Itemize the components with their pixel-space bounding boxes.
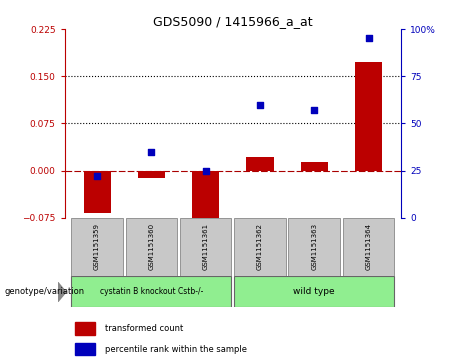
FancyBboxPatch shape xyxy=(343,218,394,276)
Bar xyxy=(355,62,382,171)
FancyBboxPatch shape xyxy=(125,218,177,276)
Point xyxy=(94,174,101,179)
Text: GSM1151359: GSM1151359 xyxy=(94,223,100,270)
Bar xyxy=(138,171,165,178)
Point xyxy=(256,102,264,107)
FancyBboxPatch shape xyxy=(180,218,231,276)
Bar xyxy=(192,171,219,223)
Text: genotype/variation: genotype/variation xyxy=(5,287,85,296)
Text: cystatin B knockout Cstb-/-: cystatin B knockout Cstb-/- xyxy=(100,287,203,296)
Bar xyxy=(75,343,95,355)
FancyBboxPatch shape xyxy=(71,218,123,276)
Point xyxy=(365,36,372,41)
Bar xyxy=(301,162,328,171)
Text: GSM1151362: GSM1151362 xyxy=(257,223,263,270)
FancyBboxPatch shape xyxy=(234,218,286,276)
Text: GSM1151361: GSM1151361 xyxy=(203,223,209,270)
FancyBboxPatch shape xyxy=(289,218,340,276)
Bar xyxy=(83,171,111,213)
FancyBboxPatch shape xyxy=(71,276,231,307)
Text: GSM1151364: GSM1151364 xyxy=(366,223,372,270)
Title: GDS5090 / 1415966_a_at: GDS5090 / 1415966_a_at xyxy=(153,15,313,28)
FancyBboxPatch shape xyxy=(234,276,394,307)
Text: GSM1151360: GSM1151360 xyxy=(148,223,154,270)
Point xyxy=(148,149,155,155)
Text: GSM1151363: GSM1151363 xyxy=(311,223,317,270)
Bar xyxy=(75,322,95,335)
Text: percentile rank within the sample: percentile rank within the sample xyxy=(105,345,247,354)
Bar xyxy=(246,157,273,171)
Text: transformed count: transformed count xyxy=(105,325,183,334)
Point xyxy=(202,168,209,174)
Polygon shape xyxy=(58,282,66,302)
Point xyxy=(311,107,318,113)
Text: wild type: wild type xyxy=(293,287,335,296)
